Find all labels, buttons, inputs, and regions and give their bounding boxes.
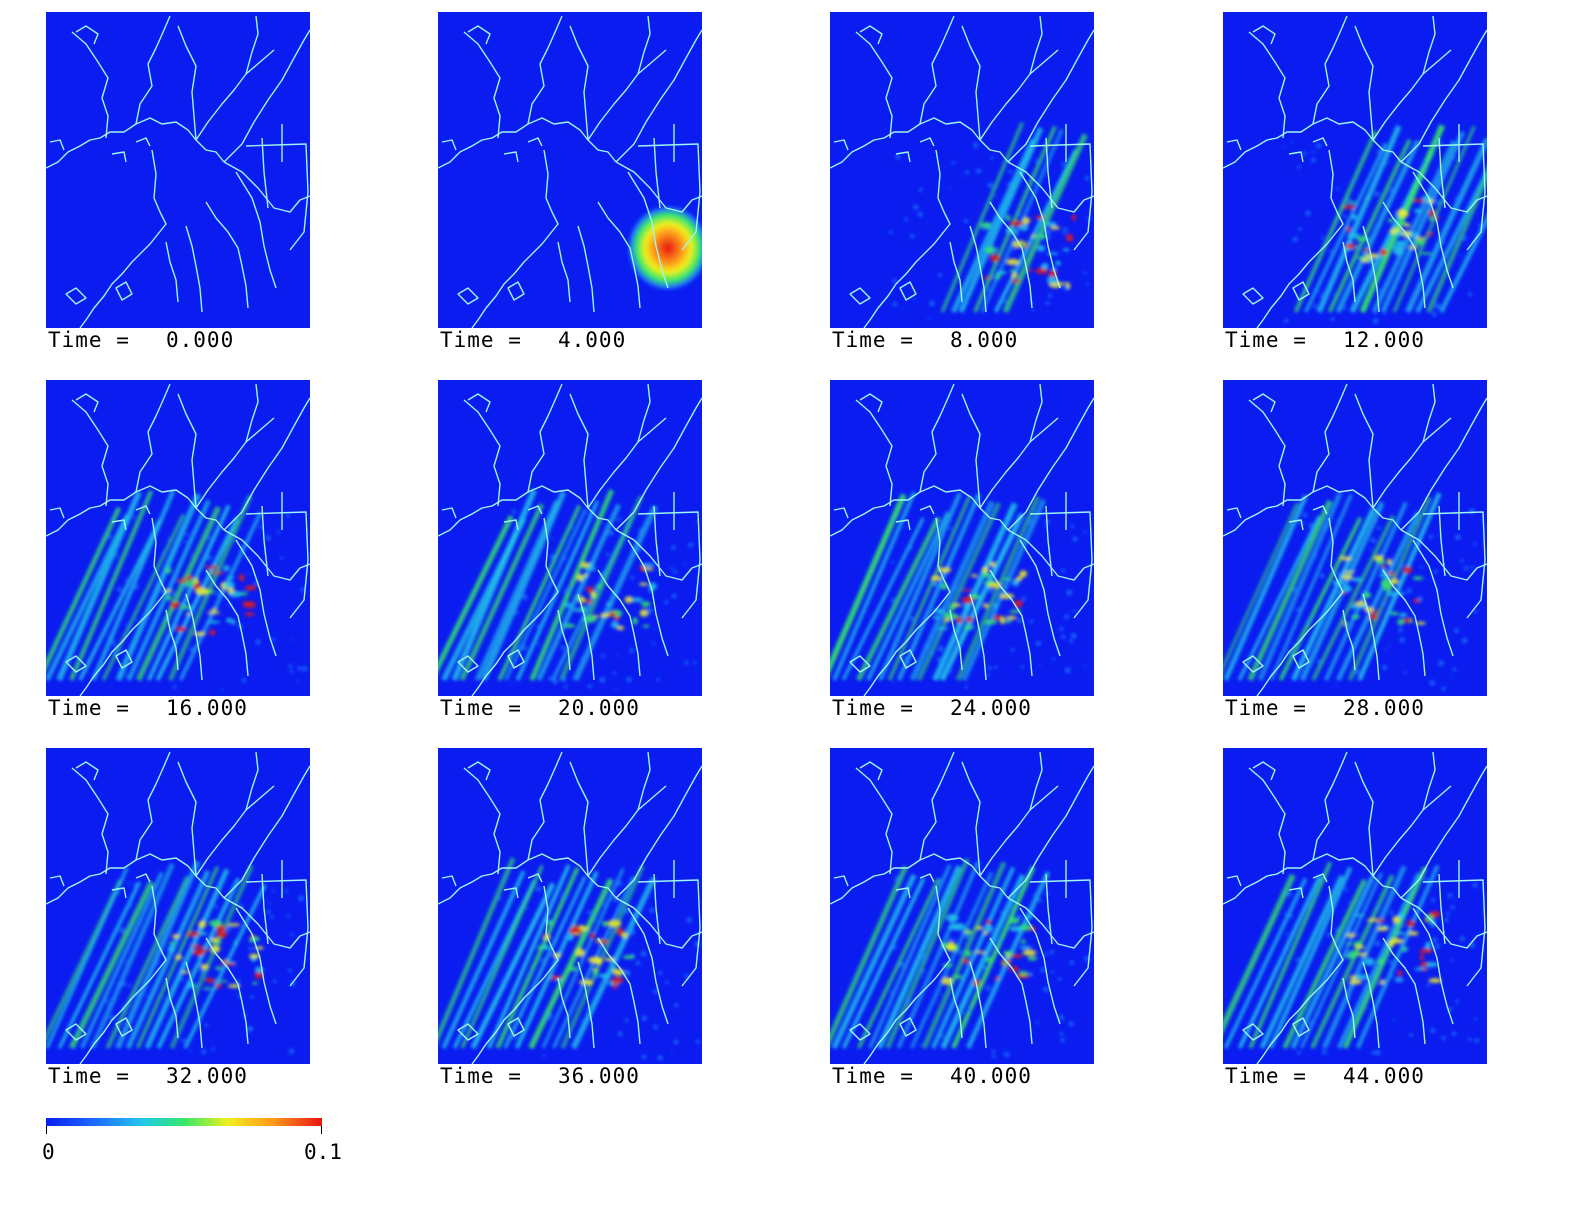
colorbar-min-label: 0 [42, 1140, 55, 1164]
coastline-outline [438, 15, 702, 328]
time-label: Time = [48, 1064, 130, 1088]
colorbar-max-label: 0.1 [304, 1140, 342, 1164]
time-label: Time = [832, 328, 914, 352]
coastline-outline [830, 15, 1094, 328]
map-image [46, 12, 310, 328]
snapshot-panel: Time = 32.000 [46, 748, 310, 1088]
map-image [438, 748, 702, 1064]
time-value: 44.000 [1343, 1064, 1425, 1088]
wave-field-image [830, 380, 1094, 696]
coastline-outline [830, 751, 1094, 1064]
time-caption: Time = 32.000 [48, 1064, 248, 1088]
time-value: 20.000 [558, 696, 640, 720]
time-caption: Time = 28.000 [1225, 696, 1425, 720]
time-value: 40.000 [950, 1064, 1032, 1088]
map-image [1223, 380, 1487, 696]
wave-field-image [46, 748, 310, 1064]
time-label: Time = [48, 696, 130, 720]
coastline-outline [830, 383, 1094, 696]
map-image [438, 380, 702, 696]
time-value: 36.000 [558, 1064, 640, 1088]
wave-field-image [830, 12, 1094, 328]
time-label: Time = [440, 328, 522, 352]
wave-field-image [46, 12, 310, 328]
wave-field-image [438, 12, 702, 328]
snapshot-panel: Time = 20.000 [438, 380, 702, 720]
time-label: Time = [1225, 328, 1307, 352]
coastline-outline [1223, 383, 1487, 696]
time-caption: Time = 36.000 [440, 1064, 640, 1088]
time-caption: Time = 12.000 [1225, 328, 1425, 352]
snapshot-panel: Time = 36.000 [438, 748, 702, 1088]
wave-field-image [1223, 12, 1487, 328]
time-value: 12.000 [1343, 328, 1425, 352]
snapshot-panel: Time = 40.000 [830, 748, 1094, 1088]
time-caption: Time = 44.000 [1225, 1064, 1425, 1088]
time-value: 16.000 [166, 696, 248, 720]
snapshot-panel: Time = 44.000 [1223, 748, 1487, 1088]
map-image [46, 380, 310, 696]
time-caption: Time = 0.000 [48, 328, 234, 352]
time-caption: Time = 8.000 [832, 328, 1018, 352]
time-value: 24.000 [950, 696, 1032, 720]
snapshot-panel: Time = 12.000 [1223, 12, 1487, 352]
coastline-outline [1223, 15, 1487, 328]
wave-field-image [830, 748, 1094, 1064]
coastline-outline [1223, 751, 1487, 1064]
time-value: 0.000 [166, 328, 235, 352]
time-value: 8.000 [950, 328, 1019, 352]
coastline-outline [46, 15, 310, 328]
time-label: Time = [1225, 1064, 1307, 1088]
wave-field-image [1223, 380, 1487, 696]
colorbar-tick-min [46, 1126, 47, 1134]
time-label: Time = [832, 696, 914, 720]
time-label: Time = [48, 328, 130, 352]
time-value: 28.000 [1343, 696, 1425, 720]
snapshot-panel: Time = 0.000 [46, 12, 310, 352]
time-caption: Time = 16.000 [48, 696, 248, 720]
colorbar: 0 0.1 [42, 1118, 342, 1188]
snapshot-panel: Time = 8.000 [830, 12, 1094, 352]
time-label: Time = [440, 1064, 522, 1088]
time-caption: Time = 20.000 [440, 696, 640, 720]
time-caption: Time = 24.000 [832, 696, 1032, 720]
time-caption: Time = 4.000 [440, 328, 626, 352]
time-label: Time = [832, 1064, 914, 1088]
time-value: 32.000 [166, 1064, 248, 1088]
snapshot-panel: Time = 16.000 [46, 380, 310, 720]
wave-field-image [1223, 748, 1487, 1064]
colorbar-tick-max [321, 1126, 322, 1134]
map-image [830, 380, 1094, 696]
snapshot-panel: Time = 28.000 [1223, 380, 1487, 720]
map-image [830, 12, 1094, 328]
time-label: Time = [440, 696, 522, 720]
coastline-outline [438, 383, 702, 696]
map-image [830, 748, 1094, 1064]
map-image [1223, 12, 1487, 328]
map-image [438, 12, 702, 328]
time-caption: Time = 40.000 [832, 1064, 1032, 1088]
time-value: 4.000 [558, 328, 627, 352]
coastline-outline [46, 383, 310, 696]
snapshot-panel: Time = 24.000 [830, 380, 1094, 720]
coastline-outline [46, 751, 310, 1064]
map-image [46, 748, 310, 1064]
colorbar-gradient [46, 1118, 322, 1126]
snapshot-panel: Time = 4.000 [438, 12, 702, 352]
time-label: Time = [1225, 696, 1307, 720]
wave-field-image [46, 380, 310, 696]
wave-field-image [438, 748, 702, 1064]
wave-field-image [438, 380, 702, 696]
coastline-outline [438, 751, 702, 1064]
map-image [1223, 748, 1487, 1064]
